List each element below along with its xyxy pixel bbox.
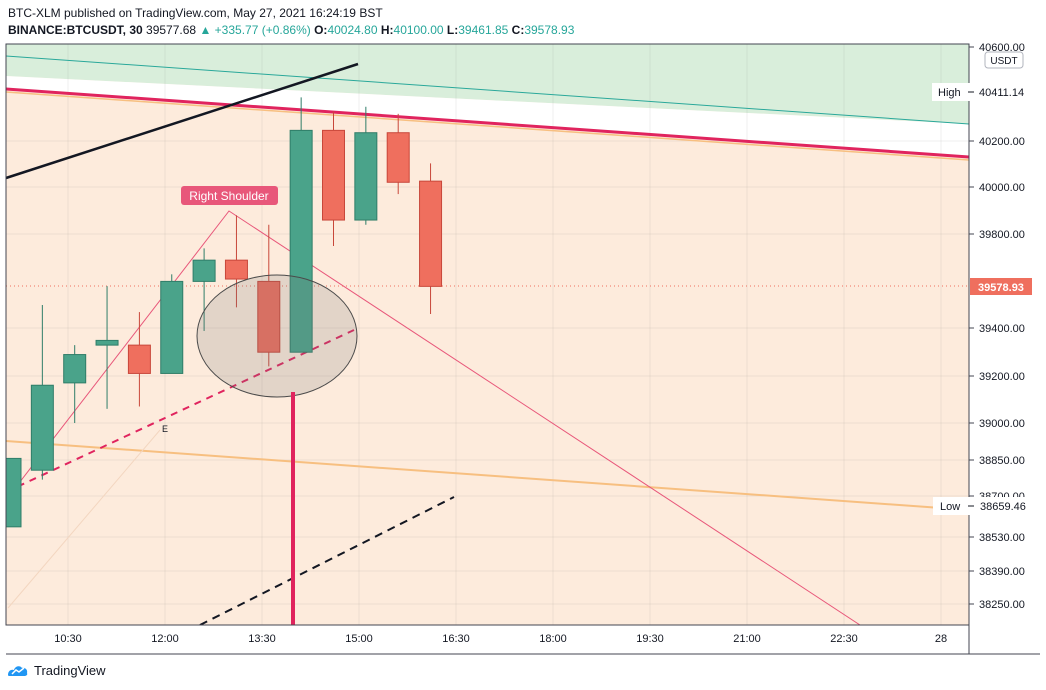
dashed-black-line[interactable] (199, 496, 455, 625)
y-tick-label: 40000.00 (979, 182, 1025, 194)
low-marker-label: Low (940, 501, 960, 513)
y-axis[interactable]: 40600.00 40200.00 40000.00 39800.00 39400.00… (969, 42, 1025, 611)
y-tick-label: 40200.00 (979, 136, 1025, 148)
candle[interactable] (289, 97, 313, 353)
candle-body (30, 384, 54, 471)
currency-label: USDT (990, 56, 1017, 67)
channel-gap (6, 76, 969, 156)
channel-upper-line[interactable] (6, 55, 969, 125)
highlight-ellipse[interactable] (196, 274, 358, 398)
candle-body (63, 354, 87, 384)
high-value: 40100.00 (393, 23, 444, 37)
last-price-tag: 39578.93 (970, 278, 1032, 295)
candle-body (160, 280, 184, 374)
candle-body (6, 457, 22, 528)
low-marker: Low 38659.46 (933, 497, 1036, 515)
last-price: 39577.68 (146, 23, 197, 37)
candle-body (354, 132, 378, 221)
upper-zone (6, 44, 969, 124)
y-tick-label: 40600.00 (979, 42, 1025, 54)
shoulder-lines[interactable] (6, 210, 861, 625)
candle[interactable] (386, 113, 410, 195)
candle[interactable] (160, 274, 184, 374)
candle[interactable] (95, 286, 119, 409)
x-tick-label: 21:00 (733, 633, 761, 645)
resistance-trendline[interactable] (6, 87, 969, 159)
x-tick-label: 22:30 (830, 633, 858, 645)
annotation-e: E (162, 424, 168, 434)
tradingview-footer[interactable]: TradingView (6, 662, 106, 678)
tradingview-brand: TradingView (34, 662, 106, 678)
x-tick-label: 15:00 (345, 633, 373, 645)
close-value: 39578.93 (524, 23, 575, 37)
right-shoulder-badge (181, 186, 278, 205)
low-marker-value: 38659.46 (980, 501, 1026, 513)
currency-badge[interactable]: USDT (984, 51, 1024, 69)
x-axis[interactable]: 10:30 12:00 13:30 15:00 16:30 18:00 19:30 21:00… (54, 633, 947, 645)
high-marker-label: High (938, 87, 961, 99)
x-tick-label: 28 (935, 633, 947, 645)
candle-body (257, 280, 281, 353)
candles (0, 97, 443, 528)
price-change: +335.77 (+0.86%) (214, 23, 311, 37)
right-shoulder-text: Right Shoulder (189, 189, 268, 203)
candle[interactable] (30, 305, 54, 480)
y-tick-label: 39000.00 (979, 418, 1025, 430)
candle[interactable] (354, 106, 378, 225)
close-label: C: (511, 23, 525, 37)
candle-body (322, 129, 345, 221)
candle-body (95, 339, 119, 346)
y-tick-label: 38250.00 (979, 599, 1025, 611)
symbol-ohlc-row: BINANCE:BTCUSDT, 30 39577.68 ▲ +335.77 (… (8, 23, 574, 37)
y-tick-label: 38850.00 (979, 455, 1025, 467)
y-tick-label: 39800.00 (979, 229, 1025, 241)
candle-body (289, 129, 313, 353)
open-label: O: (314, 23, 328, 37)
x-tick-label: 18:00 (539, 633, 567, 645)
candle[interactable] (322, 111, 345, 246)
candle-body (224, 259, 248, 280)
high-marker: High 40411.14 (932, 83, 1036, 101)
x-tick-label: 13:30 (248, 633, 276, 645)
tradingview-logo-icon (8, 666, 28, 676)
up-arrow-icon: ▲ (199, 23, 212, 37)
low-label: L: (446, 23, 459, 37)
open-value: 40024.80 (327, 23, 378, 37)
faint-line (7, 429, 161, 609)
candle-body (192, 259, 216, 282)
x-tick-label: 16:30 (442, 633, 470, 645)
high-label: H: (380, 23, 394, 37)
candle[interactable] (127, 312, 151, 407)
support-trendline[interactable] (6, 440, 969, 511)
publish-info: BTC-XLM published on TradingView.com, Ma… (8, 6, 383, 20)
y-tick-label: 39200.00 (979, 371, 1025, 383)
candle[interactable] (224, 215, 248, 308)
candle[interactable] (257, 224, 281, 367)
high-marker-value: 40411.14 (979, 87, 1024, 99)
symbol-label[interactable]: BINANCE:BTCUSDT, 30 (8, 23, 143, 37)
candle-body (127, 344, 151, 374)
neckline-orange[interactable] (6, 91, 969, 161)
y-tick-label: 39400.00 (979, 323, 1025, 335)
candle[interactable] (63, 345, 87, 423)
y-tick-label: 38390.00 (979, 566, 1025, 578)
y-tick-label: 38530.00 (979, 532, 1025, 544)
right-shoulder-label[interactable]: Right Shoulder (181, 186, 278, 205)
x-tick-label: 12:00 (151, 633, 179, 645)
x-tick-label: 19:30 (636, 633, 664, 645)
candle-body (386, 132, 410, 183)
candle[interactable] (419, 163, 443, 315)
candle-body (419, 180, 443, 287)
candle[interactable] (0, 457, 22, 528)
candle[interactable] (192, 248, 216, 331)
x-tick-label: 10:30 (54, 633, 82, 645)
low-value: 39461.85 (458, 23, 509, 37)
last-price-tag-value: 39578.93 (978, 282, 1024, 294)
black-trendline[interactable] (6, 62, 359, 180)
